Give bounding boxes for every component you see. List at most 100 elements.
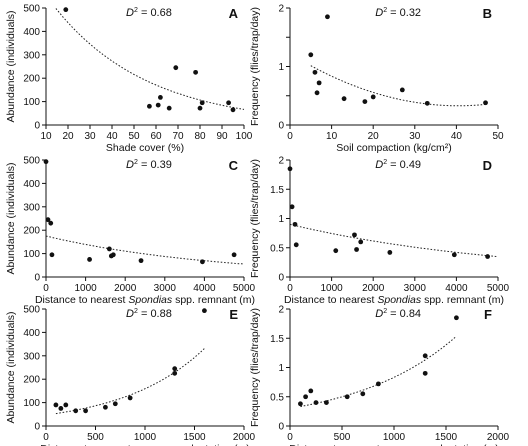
data-point <box>230 107 236 113</box>
data-point <box>45 217 51 223</box>
x-axis-label: Shade cover (%) <box>106 142 184 154</box>
x-tick-label: 90 <box>216 131 228 142</box>
y-tick-label: 500 <box>23 156 40 167</box>
x-tick-label: 1000 <box>383 432 406 443</box>
data-point <box>231 252 237 258</box>
axes-frame <box>45 8 244 126</box>
data-point <box>344 394 350 400</box>
x-tick-label: 60 <box>150 131 162 142</box>
x-tick-label: 1000 <box>74 283 97 294</box>
x-tick-label: 5000 <box>487 283 510 294</box>
data-point <box>358 239 364 245</box>
data-point <box>454 315 459 321</box>
data-point <box>43 159 49 165</box>
data-point <box>158 94 163 100</box>
y-axis-label: Frequency (flies/trap/day) <box>249 7 261 126</box>
axes-frame <box>289 160 498 278</box>
data-point <box>172 370 178 376</box>
x-tick-label: 30 <box>84 131 96 142</box>
y-tick-label: 1 <box>278 62 284 73</box>
data-point <box>483 100 488 106</box>
x-tick-label: 70 <box>172 131 184 142</box>
trend-line <box>310 65 486 107</box>
data-point <box>376 381 381 387</box>
fit-annotation: D2 = 0.32 <box>375 7 421 19</box>
data-point <box>451 252 457 258</box>
x-tick-label: 1000 <box>320 283 343 294</box>
y-tick-label: 0 <box>278 121 284 132</box>
data-point <box>226 100 232 106</box>
y-tick-label: 2 <box>278 4 284 15</box>
data-point <box>49 252 55 258</box>
x-tick-label: 20 <box>368 131 380 142</box>
data-point <box>87 257 92 262</box>
x-tick-label: 20 <box>62 131 74 142</box>
data-point <box>48 220 54 226</box>
x-tick-label: 1000 <box>134 432 157 443</box>
x-tick-label: 0 <box>287 131 293 142</box>
x-tick-label: 1500 <box>435 432 458 443</box>
fit-annotation: D2 = 0.88 <box>126 308 172 320</box>
panel-f: 0 500 1000 1500 2000 0 0.5 1 1.5 2 Distance to nea… <box>249 305 510 446</box>
data-point <box>370 94 376 100</box>
data-point <box>173 65 179 71</box>
panel-c: 0 1000 2000 3000 4000 5000 0 100 200 300 400 500 Dis… <box>5 156 256 307</box>
y-tick-label: 300 <box>23 202 40 213</box>
x-tick-label: 2000 <box>233 432 256 443</box>
data-point <box>197 105 203 111</box>
data-point <box>485 254 490 259</box>
trend-line <box>289 223 499 258</box>
y-tick-label: 400 <box>23 179 40 190</box>
data-point <box>399 87 405 93</box>
y-tick-label: 100 <box>23 97 40 108</box>
x-tick-label: 2000 <box>362 283 385 294</box>
y-tick-label: 300 <box>23 50 40 61</box>
fit-annotation: D2 = 0.49 <box>375 159 421 171</box>
data-point <box>199 100 205 106</box>
data-point <box>308 388 314 394</box>
y-axis-label: Abundance (individuals) <box>5 162 17 274</box>
data-point <box>354 247 359 252</box>
panel-letter: D <box>483 158 492 173</box>
x-tick-label: 40 <box>451 131 463 142</box>
y-tick-label: 1.5 <box>270 185 284 196</box>
y-tick-label: 1.5 <box>270 334 284 345</box>
y-axis-label: Abundance (individuals) <box>5 10 17 122</box>
y-tick-label: 500 <box>23 305 40 316</box>
data-point <box>422 370 428 376</box>
data-point <box>316 80 322 86</box>
data-point <box>147 103 152 109</box>
x-tick-label: 3000 <box>154 283 177 294</box>
y-tick-label: 2 <box>278 156 284 167</box>
data-point <box>362 99 368 104</box>
data-point <box>110 252 116 258</box>
panel-d: 0 1000 2000 3000 4000 5000 0 0.5 1 1.5 2 Distance t… <box>249 156 510 307</box>
x-tick-label: 10 <box>40 131 52 142</box>
data-point <box>324 400 329 405</box>
data-point <box>287 166 293 172</box>
x-tick-label: 500 <box>87 432 104 443</box>
data-point <box>308 52 314 58</box>
x-tick-label: 100 <box>236 131 253 142</box>
data-point <box>314 90 320 96</box>
data-point <box>424 100 430 106</box>
data-point <box>106 246 112 252</box>
data-point <box>172 366 178 372</box>
data-point <box>200 259 205 265</box>
x-tick-label: 80 <box>194 131 206 142</box>
data-point <box>112 401 118 407</box>
x-tick-label: 4000 <box>445 283 468 294</box>
y-tick-label: 400 <box>23 328 40 339</box>
data-point <box>58 406 64 411</box>
panel-a: 10 20 30 40 50 60 70 80 90 100 0 100 200 300 400 500 Sha… <box>5 4 253 155</box>
x-tick-label: 4000 <box>193 283 216 294</box>
trend-line <box>55 8 245 110</box>
y-tick-label: 0 <box>34 121 40 132</box>
panel-e: 05001000150020000100200300400500Distance… <box>5 305 256 446</box>
trend-line <box>45 235 245 265</box>
x-tick-label: 50 <box>492 131 504 142</box>
trend-line <box>300 335 457 408</box>
data-point <box>298 401 303 407</box>
data-point <box>333 248 339 254</box>
data-point <box>138 258 144 264</box>
